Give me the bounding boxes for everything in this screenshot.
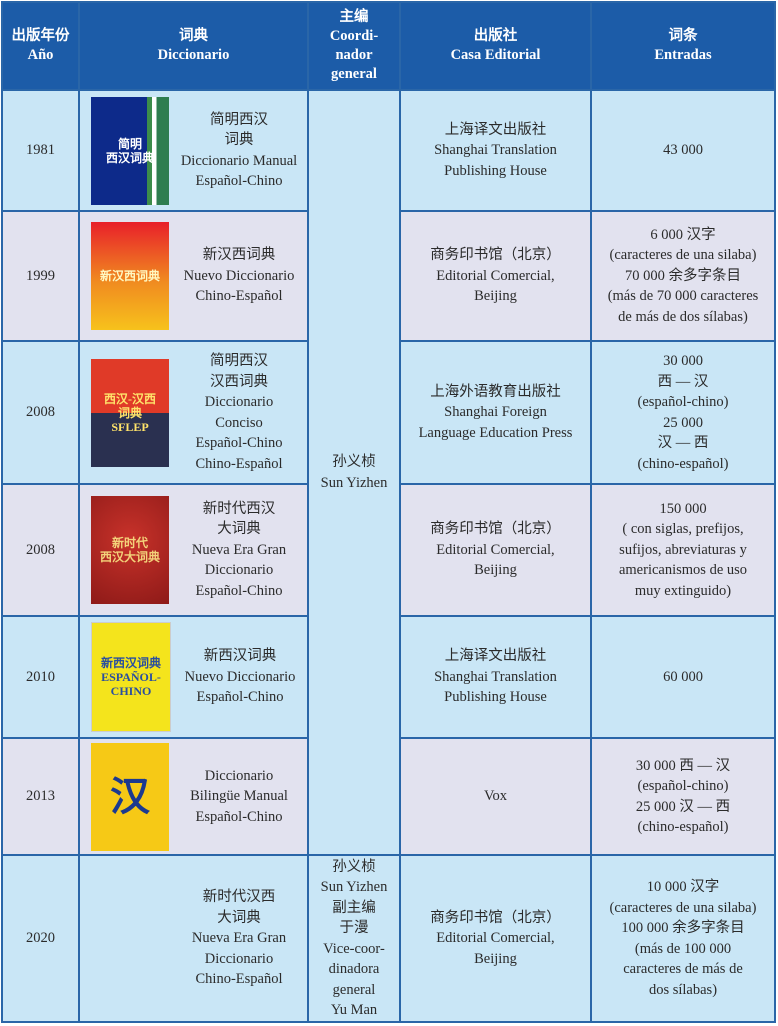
publisher: 商务印书馆（北京） Editorial Comercial, Beijing <box>399 483 592 617</box>
book-cover-image: 新汉西词典 <box>91 222 169 330</box>
book-cover-image: 新西汉词典 ESPAÑOL- CHINO <box>91 622 171 732</box>
table-row: 2013 汉 Diccionario Bilingüe Manual Españo… <box>1 737 776 856</box>
year: 2020 <box>1 854 80 1023</box>
entries: 43 000 <box>590 89 776 212</box>
dictionary-cell: 新时代汉西 大词典 Nueva Era Gran Diccionario Chi… <box>78 854 309 1023</box>
header-entries: 词条 Entradas <box>590 1 776 91</box>
publisher: 上海译文出版社 Shanghai Translation Publishing … <box>399 615 592 739</box>
dictionary-name: 新西汉词典 Nuevo Diccionario Español-Chino <box>184 648 296 706</box>
header-coordinator: 主编 Coordi- nador general <box>307 1 401 91</box>
header-row: 出版年份 Año 词典 Diccionario 主编 Coordi- nador… <box>1 1 776 91</box>
dictionary-name: 新时代汉西 大词典 Nueva Era Gran Diccionario Chi… <box>191 889 287 988</box>
dictionary-name: Diccionario Bilingüe Manual Español-Chin… <box>190 767 288 825</box>
entries: 10 000 汉字 (caracteres de una silaba) 100… <box>590 854 776 1023</box>
header-publisher: 出版社 Casa Editorial <box>399 1 592 91</box>
book-cover-image: 汉 <box>91 742 169 851</box>
year: 1981 <box>1 89 80 212</box>
dictionary-name: 简明西汉 汉西词典 Diccionario Conciso Español-Ch… <box>195 353 283 472</box>
table-row: 2010 新西汉词典 ESPAÑOL- CHINO 新西汉词典 Nuevo Dic… <box>1 615 776 739</box>
dictionary-name: 简明西汉 词典 Diccionario Manual Español-Chino <box>180 111 298 190</box>
dictionary-name: 新时代西汉 大词典 Nueva Era Gran Diccionario Esp… <box>191 500 287 599</box>
header-dictionary: 词典 Diccionario <box>78 1 309 91</box>
publisher: 上海译文出版社 Shanghai Translation Publishing … <box>399 89 592 212</box>
table-row: 2008 新时代 西汉大词典 新时代西汉 大词典 Nueva Era Gran D… <box>1 483 776 617</box>
entries: 60 000 <box>590 615 776 739</box>
dictionary-cell: 新汉西词典 新汉西词典 Nuevo Diccionario Chino-Españ… <box>78 210 309 342</box>
table-row: 1999 新汉西词典 新汉西词典 Nuevo Diccionario Chino-… <box>1 210 776 342</box>
dictionary-cell: 新时代 西汉大词典 新时代西汉 大词典 Nueva Era Gran Diccio… <box>78 483 309 617</box>
dictionary-cell: 新西汉词典 ESPAÑOL- CHINO 新西汉词典 Nuevo Dicciona… <box>78 615 309 739</box>
entries: 6 000 汉字 (caracteres de una silaba) 70 0… <box>590 210 776 342</box>
year: 2008 <box>1 483 80 617</box>
book-cover-image: 西汉-汉西 词典 SFLEP <box>91 358 169 467</box>
year: 1999 <box>1 210 80 342</box>
entries: 30 000 西 — 汉 (español-chino) 25 000 汉 — … <box>590 340 776 485</box>
entries: 150 000 ( con siglas, prefijos, sufijos,… <box>590 483 776 617</box>
dictionary-cell: 汉 Diccionario Bilingüe Manual Español-Chi… <box>78 737 309 856</box>
book-cover-image: 新时代 西汉大词典 <box>91 496 169 604</box>
table-row: 2020 新时代汉西 大词典 Nueva Era Gran Diccionari… <box>1 854 776 1023</box>
year: 2013 <box>1 737 80 856</box>
book-cover-image: 简明 西汉词典 <box>91 96 169 205</box>
entries: 30 000 西 — 汉 (español-chino) 25 000 汉 — … <box>590 737 776 856</box>
publisher: 上海外语教育出版社 Shanghai Foreign Language Educ… <box>399 340 592 485</box>
publisher: 商务印书馆（北京） Editorial Comercial, Beijing <box>399 210 592 342</box>
year: 2010 <box>1 615 80 739</box>
coordinator: 孙义桢 Sun Yizhen <box>307 89 401 856</box>
year: 2008 <box>1 340 80 485</box>
dictionary-cell: 简明 西汉词典 简明西汉 词典 Diccionario Manual Españo… <box>78 89 309 212</box>
table-row: 2008 西汉-汉西 词典 SFLEP 简明西汉 汉西词典 Diccionario… <box>1 340 776 485</box>
publisher: 商务印书馆（北京） Editorial Comercial, Beijing <box>399 854 592 1023</box>
dictionary-cell: 西汉-汉西 词典 SFLEP 简明西汉 汉西词典 Diccionario Conc… <box>78 340 309 485</box>
coordinator: 孙义桢 Sun Yizhen 副主编 于漫 Vice-coor- dinador… <box>307 854 401 1023</box>
header-year: 出版年份 Año <box>1 1 80 91</box>
publisher: Vox <box>399 737 592 856</box>
dictionary-name: 新汉西词典 Nuevo Diccionario Chino-Español <box>183 247 295 305</box>
table-row: 1981 简明 西汉词典 简明西汉 词典 Diccionario Manual E… <box>1 89 776 856</box>
